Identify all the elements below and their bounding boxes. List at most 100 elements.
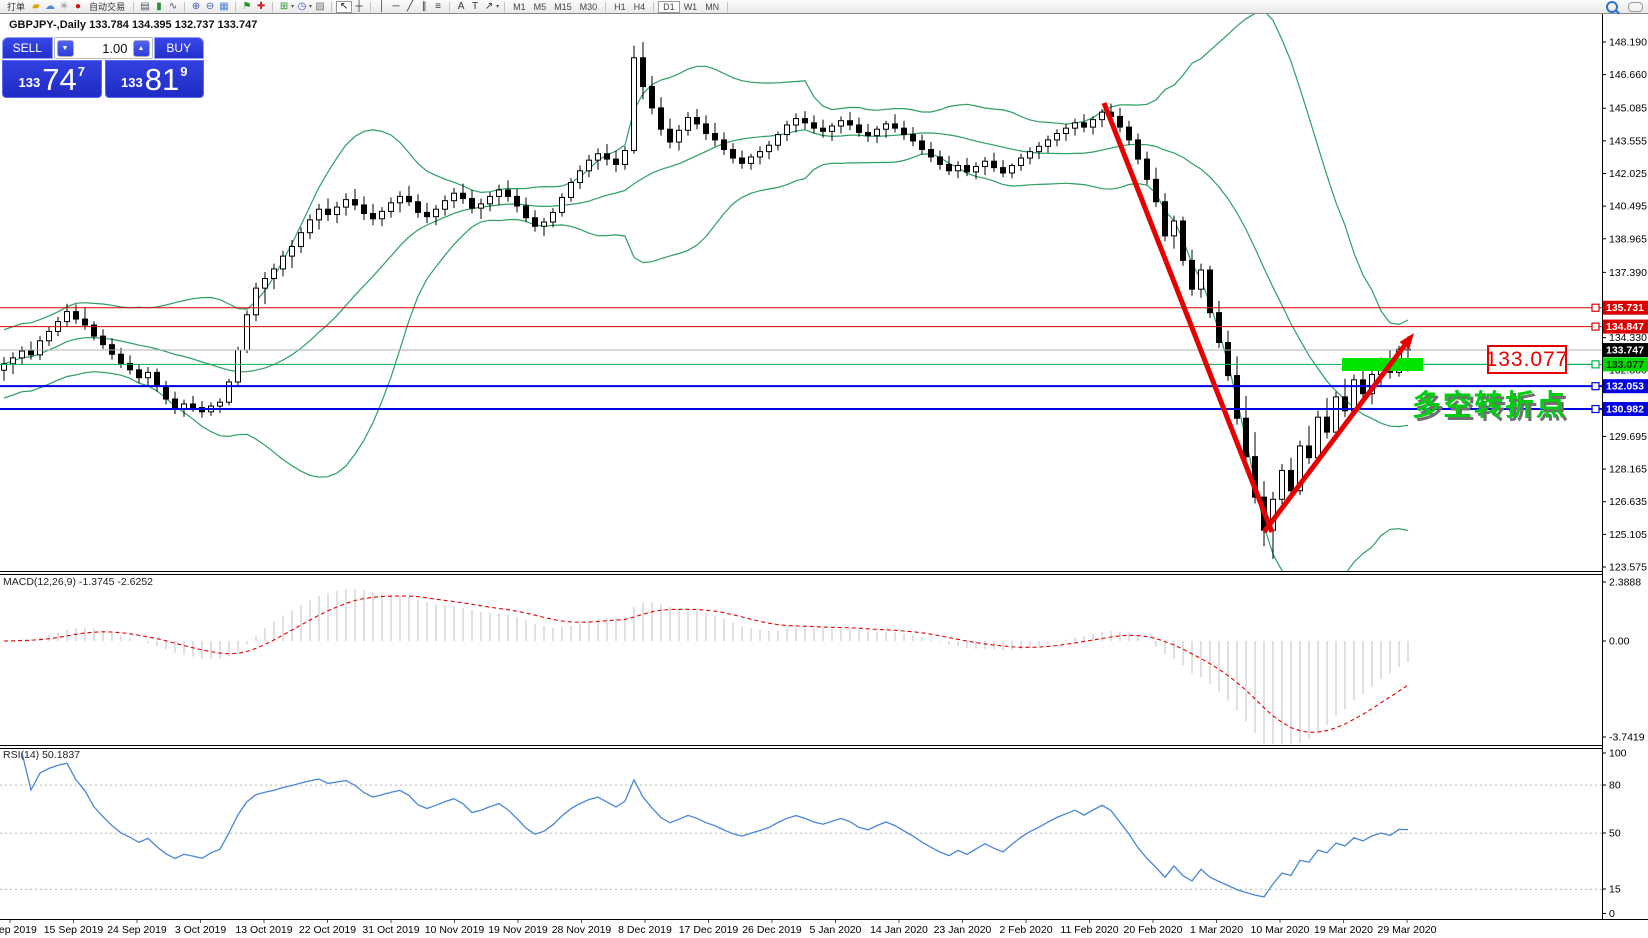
timeframe-h1-button[interactable]: H1 <box>614 1 626 12</box>
svg-text:123.575: 123.575 <box>1609 562 1647 574</box>
timeframe-m15-button[interactable]: M15 <box>554 1 572 12</box>
gold-icon[interactable]: ▰ <box>32 0 40 12</box>
svg-text:50: 50 <box>1609 828 1621 840</box>
svg-text:125.105: 125.105 <box>1609 529 1647 541</box>
zoom-out-icon[interactable]: ⊖ <box>205 0 215 12</box>
search-icon[interactable] <box>1606 0 1618 13</box>
label-icon[interactable]: T <box>472 0 479 12</box>
svg-text:4 Sep 2019: 4 Sep 2019 <box>0 924 37 936</box>
trendline-icon[interactable]: ╱ <box>407 0 414 12</box>
svg-text:130.982: 130.982 <box>1606 404 1644 416</box>
candlestick-icon[interactable]: ▮ <box>156 0 162 12</box>
svg-text:2 Feb 2020: 2 Feb 2020 <box>999 924 1052 936</box>
support-band[interactable] <box>1342 358 1423 371</box>
svg-text:13 Oct 2019: 13 Oct 2019 <box>235 924 292 936</box>
svg-text:5 Jan 2020: 5 Jan 2020 <box>810 924 862 936</box>
timeframe-mn-button[interactable]: MN <box>705 1 720 12</box>
drawn-annotations <box>1101 102 1594 534</box>
top-toolbar: 打单 ▰ ☁ ✳ ● 自动交易 ▤ ▮ ∿ ⊕ ⊖ ▦ ⚑ ✚ ⊞ ▾ ◷ ▾ ▨ ↖ ┼ │ ─ ╱ ∥ ≡ A T ↗ ▾ M1 M5 M1… <box>0 0 1648 14</box>
svg-text:8 Dec 2019: 8 Dec 2019 <box>618 924 672 936</box>
volume-increase-button[interactable]: ▲ <box>132 39 150 57</box>
arrow-head <box>1399 333 1414 350</box>
ask-price-prefix: 133 <box>121 75 143 90</box>
arrows-icon[interactable]: ↗ <box>484 0 494 12</box>
fibonacci-icon[interactable]: ≡ <box>435 0 441 12</box>
rsi-indicator-label: RSI(14) 50.1837 <box>3 749 81 761</box>
signal-icon[interactable]: ✳ <box>59 0 69 12</box>
timeframe-h4-button[interactable]: H4 <box>633 1 646 12</box>
svg-text:28 Nov 2019: 28 Nov 2019 <box>552 924 612 936</box>
autotrade-button[interactable]: 自动交易 <box>89 2 126 12</box>
cursor-icon[interactable]: ↖ <box>336 0 353 13</box>
rsi-axis: 100 80 50 15 0 <box>1602 748 1627 920</box>
svg-text:31 Oct 2019: 31 Oct 2019 <box>362 924 419 936</box>
sell-button[interactable]: SELL <box>2 37 53 59</box>
autotrade-icon[interactable]: ● <box>74 0 82 12</box>
order-button[interactable]: 打单 <box>7 2 26 12</box>
line-chart-icon[interactable]: ∿ <box>168 0 178 12</box>
timeframe-m1-button[interactable]: M1 <box>513 1 526 12</box>
svg-text:15: 15 <box>1609 884 1621 896</box>
svg-text:24 Sep 2019: 24 Sep 2019 <box>107 924 167 936</box>
chart-shift-icon[interactable]: ⚑ <box>242 0 252 12</box>
svg-text:143.555: 143.555 <box>1609 135 1647 147</box>
template-icon[interactable]: ▨ <box>315 0 325 12</box>
price-level-callout[interactable]: 133.077 <box>1486 345 1567 374</box>
svg-text:137.390: 137.390 <box>1609 267 1647 279</box>
volume-input[interactable] <box>75 39 131 57</box>
channel-icon[interactable]: ∥ <box>421 0 427 12</box>
cloud-icon[interactable]: ☁ <box>45 0 56 12</box>
bar-chart-icon[interactable]: ▤ <box>140 0 150 12</box>
turning-point-note[interactable]: 多空转折点 <box>1412 390 1568 422</box>
horizontal-line-icon[interactable]: ─ <box>392 0 400 12</box>
vertical-line-icon[interactable]: │ <box>378 0 386 12</box>
crosshair-icon[interactable]: ┼ <box>355 0 363 12</box>
bid-price-main: 74 <box>42 62 77 97</box>
svg-text:19 Nov 2019: 19 Nov 2019 <box>488 924 548 936</box>
zoom-in-icon[interactable]: ⊕ <box>191 0 201 12</box>
volume-decrease-button[interactable]: ▼ <box>56 39 74 57</box>
tile-windows-icon[interactable]: ▦ <box>219 0 229 12</box>
periods-icon[interactable]: ◷ <box>297 0 307 12</box>
bollinger-bands <box>3 14 1409 571</box>
svg-text:126.635: 126.635 <box>1609 496 1647 508</box>
svg-text:128.165: 128.165 <box>1609 464 1647 476</box>
svg-text:3 Oct 2019: 3 Oct 2019 <box>175 924 227 936</box>
text-icon[interactable]: A <box>457 0 465 12</box>
price-axis: 148.190 146.660 145.085 143.555 142.025 140.4… <box>1591 37 1648 574</box>
arrows-icon-caret[interactable]: ▾ <box>496 4 500 10</box>
svg-text:10 Mar 2020: 10 Mar 2020 <box>1251 924 1310 936</box>
ask-price-pip: 9 <box>180 64 188 79</box>
svg-text:140.495: 140.495 <box>1609 201 1647 213</box>
timeframe-m30-button[interactable]: M30 <box>579 1 598 12</box>
buy-button[interactable]: BUY <box>153 37 204 59</box>
periods-icon-caret[interactable]: ▾ <box>309 4 313 10</box>
ask-price-tile[interactable]: 133 81 9 <box>104 60 204 98</box>
indicators-icon-caret[interactable]: ▾ <box>291 4 295 10</box>
svg-text:138.965: 138.965 <box>1609 233 1647 245</box>
bid-price-tile[interactable]: 133 74 7 <box>2 60 102 98</box>
svg-text:80: 80 <box>1609 780 1621 792</box>
svg-text:2.3888: 2.3888 <box>1609 577 1641 589</box>
ask-price-main: 81 <box>144 62 180 97</box>
svg-text:148.190: 148.190 <box>1609 37 1647 49</box>
svg-text:26 Dec 2019: 26 Dec 2019 <box>742 924 802 936</box>
timeframe-m5-button[interactable]: M5 <box>533 1 547 12</box>
indicators-icon[interactable]: ⊞ <box>279 0 289 12</box>
svg-text:10 Nov 2019: 10 Nov 2019 <box>425 924 485 936</box>
up-trend-arrow[interactable] <box>1262 339 1410 534</box>
svg-text:100: 100 <box>1609 748 1627 760</box>
one-click-trading-panel: SELL ▼ ▲ BUY 133 74 7 133 81 9 <box>2 37 204 98</box>
auto-scroll-icon[interactable]: ✚ <box>256 0 266 12</box>
timeframe-d1-button[interactable]: D1 <box>658 0 680 13</box>
svg-text:129.695: 129.695 <box>1609 431 1647 443</box>
svg-text:17 Dec 2019: 17 Dec 2019 <box>679 924 739 936</box>
svg-text:19 Mar 2020: 19 Mar 2020 <box>1314 924 1373 936</box>
bid-price-pip: 7 <box>77 64 85 79</box>
down-trend-line[interactable] <box>1101 102 1275 533</box>
svg-text:15 Sep 2019: 15 Sep 2019 <box>44 924 104 936</box>
chat-icon[interactable] <box>1628 1 1643 12</box>
timeframe-w1-button[interactable]: W1 <box>683 1 698 12</box>
svg-text:0.00: 0.00 <box>1609 636 1630 648</box>
